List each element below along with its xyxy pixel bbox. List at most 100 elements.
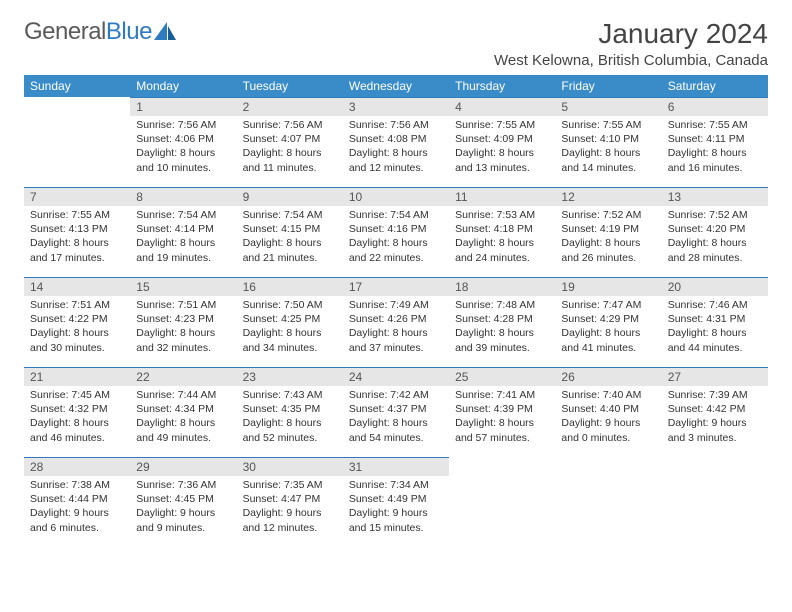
daylight-line1: Daylight: 8 hours — [561, 146, 655, 160]
sunset-text: Sunset: 4:34 PM — [136, 402, 230, 416]
day-number: 6 — [662, 97, 768, 116]
sunrise-text: Sunrise: 7:35 AM — [243, 478, 337, 492]
location: West Kelowna, British Columbia, Canada — [494, 52, 768, 69]
sunset-text: Sunset: 4:10 PM — [561, 132, 655, 146]
sunrise-text: Sunrise: 7:45 AM — [30, 388, 124, 402]
day-body: Sunrise: 7:41 AMSunset: 4:39 PMDaylight:… — [449, 386, 555, 451]
day-cell: 18Sunrise: 7:48 AMSunset: 4:28 PMDayligh… — [449, 277, 555, 367]
sunset-text: Sunset: 4:42 PM — [668, 402, 762, 416]
day-cell — [555, 457, 661, 547]
dow-mon: Monday — [130, 75, 236, 97]
day-cell: 1Sunrise: 7:56 AMSunset: 4:06 PMDaylight… — [130, 97, 236, 187]
day-number: 11 — [449, 187, 555, 206]
daylight-line1: Daylight: 8 hours — [455, 416, 549, 430]
day-cell: 27Sunrise: 7:39 AMSunset: 4:42 PMDayligh… — [662, 367, 768, 457]
day-body: Sunrise: 7:55 AMSunset: 4:11 PMDaylight:… — [662, 116, 768, 181]
day-number: 15 — [130, 277, 236, 296]
sunset-text: Sunset: 4:25 PM — [243, 312, 337, 326]
day-body: Sunrise: 7:43 AMSunset: 4:35 PMDaylight:… — [237, 386, 343, 451]
day-body: Sunrise: 7:55 AMSunset: 4:09 PMDaylight:… — [449, 116, 555, 181]
daylight-line2: and 30 minutes. — [30, 341, 124, 355]
day-body: Sunrise: 7:48 AMSunset: 4:28 PMDaylight:… — [449, 296, 555, 361]
daylight-line2: and 54 minutes. — [349, 431, 443, 445]
sunrise-text: Sunrise: 7:55 AM — [455, 118, 549, 132]
daylight-line1: Daylight: 8 hours — [455, 236, 549, 250]
day-cell: 30Sunrise: 7:35 AMSunset: 4:47 PMDayligh… — [237, 457, 343, 547]
daylight-line2: and 22 minutes. — [349, 251, 443, 265]
day-cell: 20Sunrise: 7:46 AMSunset: 4:31 PMDayligh… — [662, 277, 768, 367]
day-body: Sunrise: 7:54 AMSunset: 4:16 PMDaylight:… — [343, 206, 449, 271]
sunset-text: Sunset: 4:19 PM — [561, 222, 655, 236]
day-body: Sunrise: 7:56 AMSunset: 4:06 PMDaylight:… — [130, 116, 236, 181]
day-number: 16 — [237, 277, 343, 296]
daylight-line2: and 37 minutes. — [349, 341, 443, 355]
daylight-line2: and 32 minutes. — [136, 341, 230, 355]
day-body: Sunrise: 7:40 AMSunset: 4:40 PMDaylight:… — [555, 386, 661, 451]
daylight-line1: Daylight: 8 hours — [243, 416, 337, 430]
day-number: 22 — [130, 367, 236, 386]
sunset-text: Sunset: 4:15 PM — [243, 222, 337, 236]
day-number: 29 — [130, 457, 236, 476]
daylight-line1: Daylight: 8 hours — [243, 236, 337, 250]
day-cell: 21Sunrise: 7:45 AMSunset: 4:32 PMDayligh… — [24, 367, 130, 457]
daylight-line1: Daylight: 8 hours — [455, 146, 549, 160]
dow-row: Sunday Monday Tuesday Wednesday Thursday… — [24, 75, 768, 97]
daylight-line2: and 0 minutes. — [561, 431, 655, 445]
sunset-text: Sunset: 4:09 PM — [455, 132, 549, 146]
day-cell: 29Sunrise: 7:36 AMSunset: 4:45 PMDayligh… — [130, 457, 236, 547]
logo: GeneralBlue — [24, 18, 176, 46]
sunset-text: Sunset: 4:31 PM — [668, 312, 762, 326]
sunrise-text: Sunrise: 7:51 AM — [30, 298, 124, 312]
daylight-line1: Daylight: 8 hours — [30, 326, 124, 340]
day-number: 1 — [130, 97, 236, 116]
day-cell: 23Sunrise: 7:43 AMSunset: 4:35 PMDayligh… — [237, 367, 343, 457]
day-cell: 15Sunrise: 7:51 AMSunset: 4:23 PMDayligh… — [130, 277, 236, 367]
daylight-line1: Daylight: 8 hours — [30, 236, 124, 250]
sunrise-text: Sunrise: 7:54 AM — [136, 208, 230, 222]
sunset-text: Sunset: 4:20 PM — [668, 222, 762, 236]
sunset-text: Sunset: 4:08 PM — [349, 132, 443, 146]
week-row: 1Sunrise: 7:56 AMSunset: 4:06 PMDaylight… — [24, 97, 768, 187]
day-body: Sunrise: 7:54 AMSunset: 4:15 PMDaylight:… — [237, 206, 343, 271]
day-cell: 10Sunrise: 7:54 AMSunset: 4:16 PMDayligh… — [343, 187, 449, 277]
daylight-line1: Daylight: 8 hours — [30, 416, 124, 430]
daylight-line2: and 57 minutes. — [455, 431, 549, 445]
day-number: 13 — [662, 187, 768, 206]
day-cell: 6Sunrise: 7:55 AMSunset: 4:11 PMDaylight… — [662, 97, 768, 187]
sunset-text: Sunset: 4:32 PM — [30, 402, 124, 416]
daylight-line1: Daylight: 8 hours — [136, 416, 230, 430]
daylight-line2: and 46 minutes. — [30, 431, 124, 445]
week-row: 28Sunrise: 7:38 AMSunset: 4:44 PMDayligh… — [24, 457, 768, 547]
daylight-line1: Daylight: 9 hours — [243, 506, 337, 520]
daylight-line2: and 11 minutes. — [243, 161, 337, 175]
sunrise-text: Sunrise: 7:48 AM — [455, 298, 549, 312]
sunset-text: Sunset: 4:13 PM — [30, 222, 124, 236]
dow-thu: Thursday — [449, 75, 555, 97]
day-number: 12 — [555, 187, 661, 206]
day-cell: 4Sunrise: 7:55 AMSunset: 4:09 PMDaylight… — [449, 97, 555, 187]
daylight-line1: Daylight: 8 hours — [668, 236, 762, 250]
day-cell: 11Sunrise: 7:53 AMSunset: 4:18 PMDayligh… — [449, 187, 555, 277]
sunset-text: Sunset: 4:18 PM — [455, 222, 549, 236]
dow-fri: Friday — [555, 75, 661, 97]
day-body: Sunrise: 7:34 AMSunset: 4:49 PMDaylight:… — [343, 476, 449, 541]
day-body: Sunrise: 7:55 AMSunset: 4:13 PMDaylight:… — [24, 206, 130, 271]
day-number: 4 — [449, 97, 555, 116]
day-cell — [24, 97, 130, 187]
logo-text-general: General — [24, 18, 106, 46]
sunset-text: Sunset: 4:49 PM — [349, 492, 443, 506]
day-number: 26 — [555, 367, 661, 386]
sunset-text: Sunset: 4:37 PM — [349, 402, 443, 416]
title-block: January 2024 West Kelowna, British Colum… — [494, 18, 768, 69]
sunset-text: Sunset: 4:35 PM — [243, 402, 337, 416]
daylight-line2: and 34 minutes. — [243, 341, 337, 355]
sunrise-text: Sunrise: 7:55 AM — [30, 208, 124, 222]
daylight-line1: Daylight: 9 hours — [30, 506, 124, 520]
sunset-text: Sunset: 4:14 PM — [136, 222, 230, 236]
day-number: 18 — [449, 277, 555, 296]
day-number: 28 — [24, 457, 130, 476]
daylight-line2: and 21 minutes. — [243, 251, 337, 265]
sunset-text: Sunset: 4:26 PM — [349, 312, 443, 326]
sunrise-text: Sunrise: 7:46 AM — [668, 298, 762, 312]
day-number: 9 — [237, 187, 343, 206]
